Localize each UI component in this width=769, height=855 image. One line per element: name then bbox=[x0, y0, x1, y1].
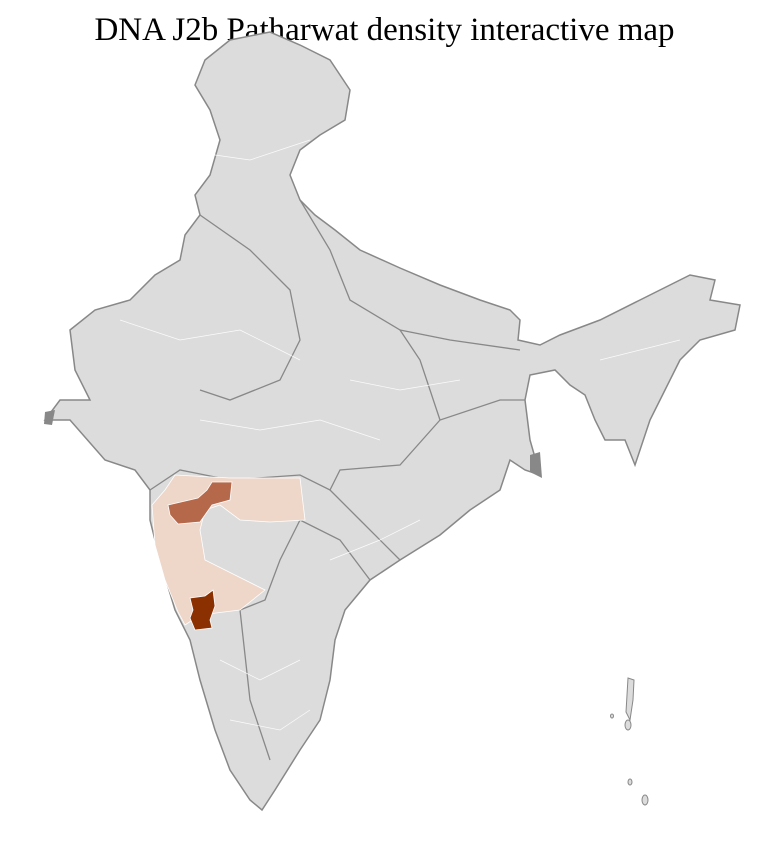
sundarbans bbox=[530, 452, 542, 478]
india-outline bbox=[43, 31, 741, 812]
gujarat-coast bbox=[44, 410, 55, 425]
district-high-density[interactable] bbox=[189, 589, 216, 631]
district-lines bbox=[119, 139, 681, 731]
andaman-nicobar-islands bbox=[610, 677, 649, 806]
district-medium-density[interactable] bbox=[167, 481, 233, 525]
map-title: DNA J2b Patharwat density interactive ma… bbox=[94, 12, 675, 48]
